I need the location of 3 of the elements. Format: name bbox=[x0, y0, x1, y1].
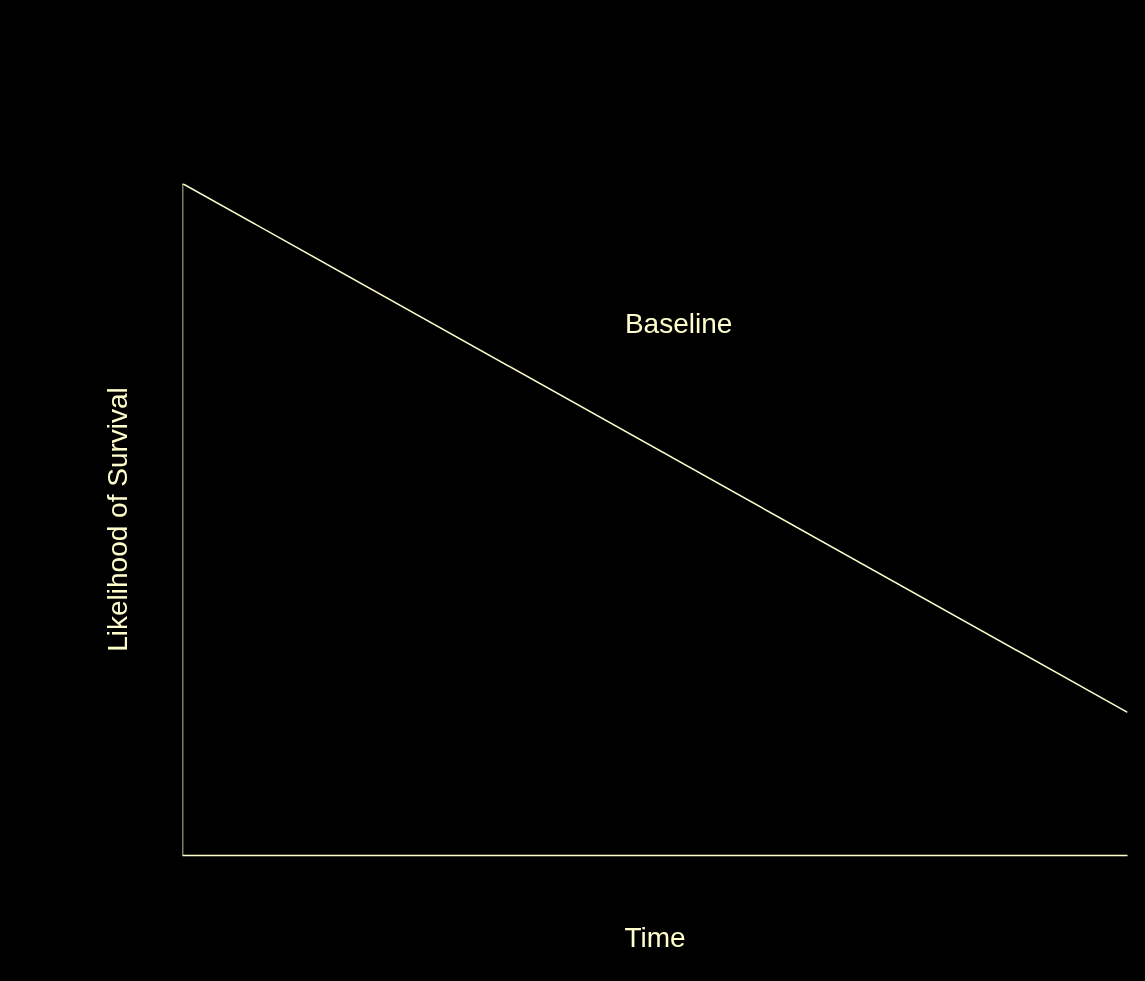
x-axis-title: Time bbox=[624, 921, 686, 953]
text: Baseline bbox=[624, 307, 733, 339]
y-axis-title: Likelihood of Survival bbox=[101, 387, 133, 652]
